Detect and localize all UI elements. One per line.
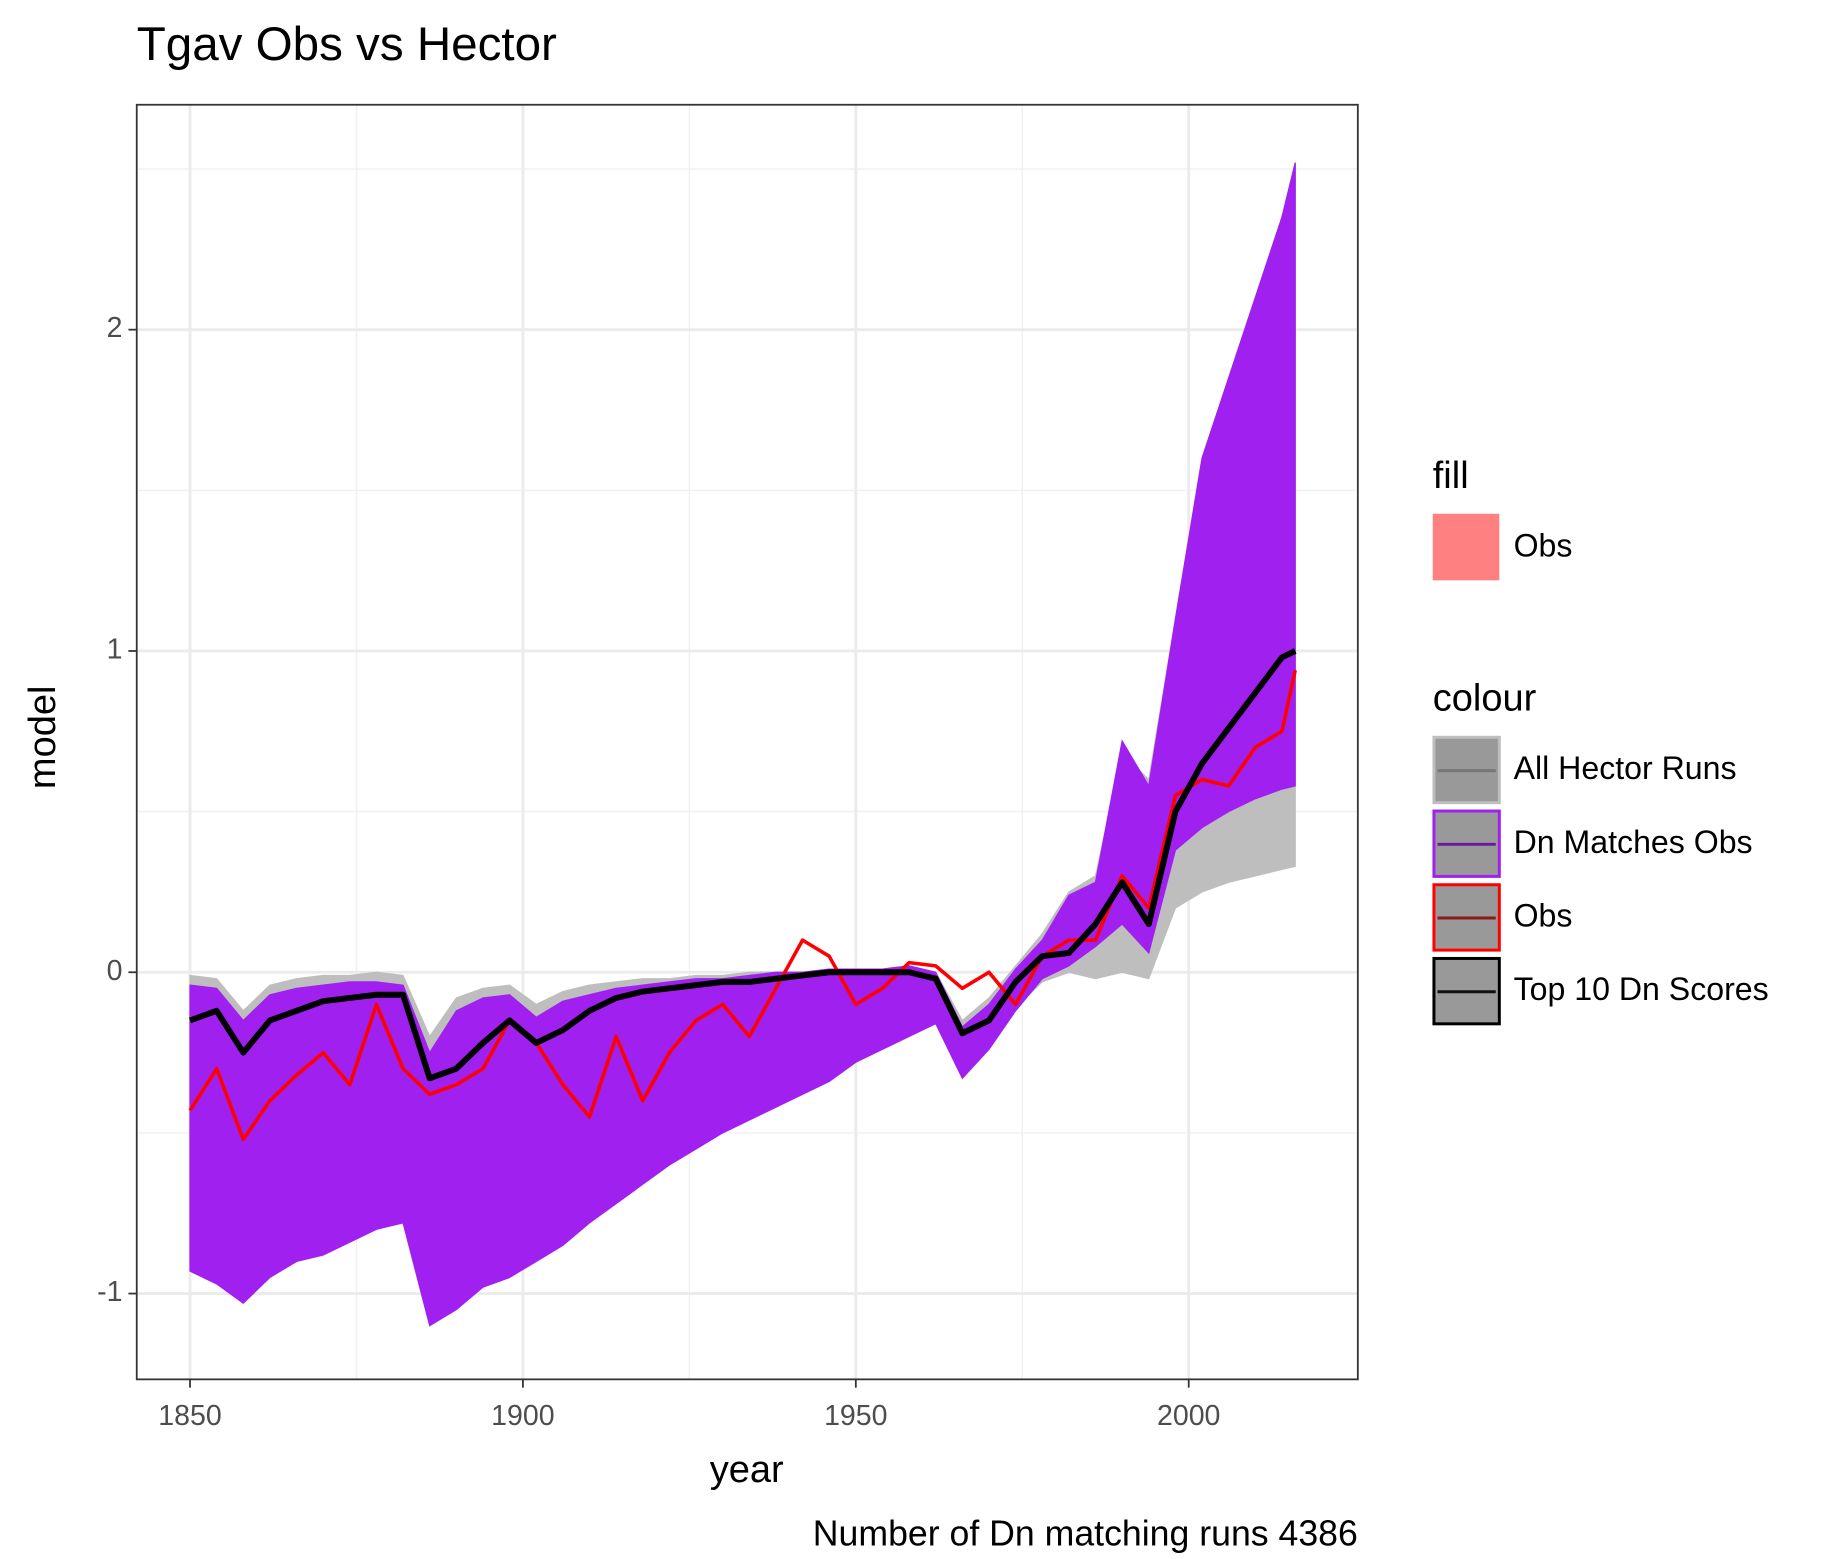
legend-label: All Hector Runs — [1514, 750, 1737, 786]
line — [188, 669, 1297, 1142]
y-tick-label: 0 — [107, 955, 123, 987]
legend-title: colour — [1433, 677, 1537, 719]
x-tick-label: 1850 — [158, 1400, 221, 1432]
legend-label: Top 10 Dn Scores — [1514, 971, 1769, 1007]
legend-title: fill — [1433, 455, 1469, 497]
y-tick-label: 1 — [107, 633, 123, 665]
caption: Number of Dn matching runs 4386 — [813, 1514, 1358, 1554]
chart-title: Tgav Obs vs Hector — [137, 18, 557, 71]
legend-label: Dn Matches Obs — [1514, 824, 1753, 860]
x-tick-label: 2000 — [1157, 1400, 1220, 1432]
legend-label: Obs — [1514, 898, 1573, 934]
legend-key — [1432, 513, 1500, 581]
legend-label: Obs — [1514, 528, 1573, 564]
x-tick-label: 1950 — [824, 1400, 887, 1432]
y-axis-label: model — [22, 685, 64, 789]
band — [189, 162, 1296, 1327]
panel-border — [135, 103, 1359, 1381]
y-tick-label: 2 — [107, 312, 123, 344]
x-axis-label: year — [710, 1449, 784, 1491]
y-tick-label: -1 — [97, 1276, 122, 1308]
x-tick-label: 1900 — [491, 1400, 554, 1432]
line — [188, 648, 1297, 1082]
